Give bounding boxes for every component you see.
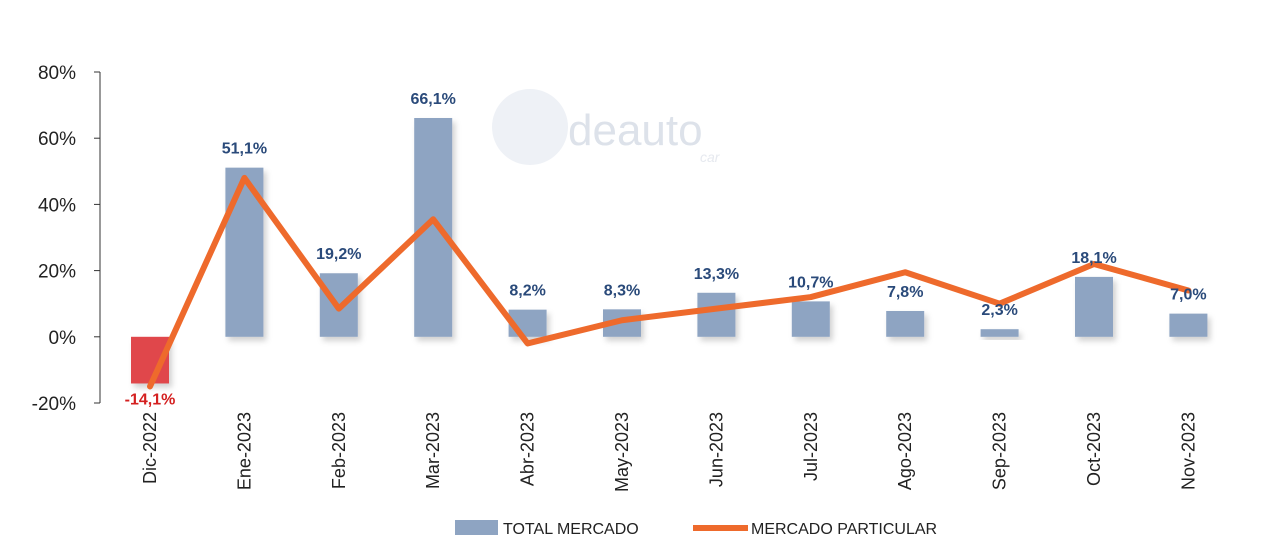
data-labels: -14,1% 51,1% 19,2% 66,1% 8,2% 8,3% 13,3% 10,7% 7…: [125, 91, 1207, 408]
x-tick-label: Feb-2023: [329, 412, 349, 489]
x-tick-label: Sep-2023: [990, 412, 1010, 490]
bar: [980, 329, 1019, 337]
x-tick-label: Nov-2023: [1178, 412, 1198, 490]
bar: [1075, 276, 1113, 337]
x-axis: Dic-2022 Ene-2023 Feb-2023 Mar-2023 Abr-2023…: [140, 412, 1198, 492]
legend: TOTAL MERCADO MERCADO PARTICULAR: [455, 520, 937, 538]
y-tick-label: 60%: [38, 129, 76, 150]
data-label: 66,1%: [411, 91, 456, 108]
data-label: 7,0%: [1170, 287, 1206, 304]
x-tick-label: Abr-2023: [518, 412, 538, 486]
data-label: 18,1%: [1071, 250, 1116, 267]
watermark-logo-icon: [492, 89, 568, 165]
data-label: 13,3%: [694, 266, 739, 283]
data-label: 19,2%: [316, 246, 361, 263]
data-label: 2,3%: [981, 302, 1017, 319]
bar: [697, 292, 736, 337]
data-label: 51,1%: [222, 141, 267, 158]
x-tick-label: Jul-2023: [801, 412, 821, 481]
legend-mercado-particular: MERCADO PARTICULAR: [751, 521, 937, 538]
legend-bar-swatch: [455, 520, 498, 535]
bars: [131, 118, 1208, 384]
y-tick-label: 40%: [38, 195, 76, 216]
mercado-particular-line: [147, 174, 1192, 390]
bar: [791, 301, 830, 337]
y-tick-label: -20%: [32, 394, 76, 415]
x-tick-label: Mar-2023: [423, 412, 443, 489]
bar: [414, 118, 453, 337]
y-tick-label: 0%: [49, 328, 77, 349]
data-label: 8,3%: [604, 282, 640, 299]
watermark-subtext: car: [700, 149, 721, 165]
bar: [886, 310, 925, 337]
x-tick-label: Dic-2022: [140, 412, 160, 484]
y-tick-label: 80%: [38, 63, 76, 84]
data-label: 10,7%: [788, 274, 833, 291]
y-tick-label: 20%: [38, 262, 76, 283]
data-label: -14,1%: [125, 391, 176, 408]
x-tick-label: May-2023: [612, 412, 632, 492]
x-tick-label: Jun-2023: [706, 412, 726, 487]
data-label: 7,8%: [887, 284, 923, 301]
watermark-text: deauto: [568, 106, 703, 155]
data-label: 8,2%: [509, 283, 545, 300]
bar: [1169, 313, 1208, 337]
legend-total-mercado: TOTAL MERCADO: [503, 521, 639, 538]
x-tick-label: Ene-2023: [234, 412, 254, 490]
line-series: [147, 174, 1192, 390]
x-tick-label: Oct-2023: [1084, 412, 1104, 486]
y-axis: 80% 60% 40% 20% 0% -20%: [32, 63, 101, 415]
x-tick-label: Ago-2023: [895, 412, 915, 490]
watermark: deauto car: [492, 89, 721, 165]
